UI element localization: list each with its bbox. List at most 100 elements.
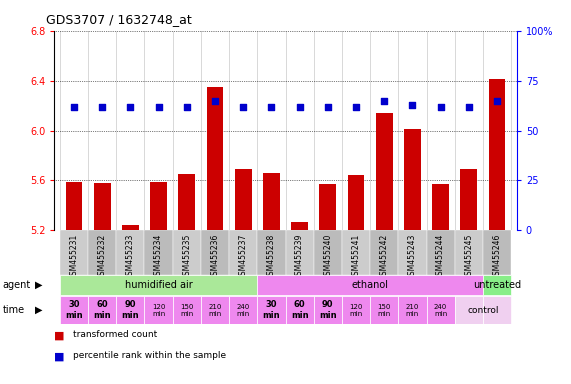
Text: 90
min: 90 min — [122, 300, 139, 320]
FancyBboxPatch shape — [116, 230, 144, 275]
FancyBboxPatch shape — [229, 296, 258, 324]
FancyBboxPatch shape — [229, 230, 258, 275]
Text: 120
min: 120 min — [152, 304, 165, 316]
Text: control: control — [467, 306, 498, 314]
Bar — [94, 183, 111, 230]
Text: GSM455244: GSM455244 — [436, 234, 445, 280]
FancyBboxPatch shape — [399, 230, 427, 275]
FancyBboxPatch shape — [370, 296, 399, 324]
Text: humidified air: humidified air — [124, 280, 192, 290]
Point — [380, 98, 389, 104]
Text: untreated: untreated — [473, 280, 521, 290]
Text: GSM455236: GSM455236 — [211, 234, 219, 280]
FancyBboxPatch shape — [60, 275, 258, 295]
Point — [70, 104, 79, 110]
FancyBboxPatch shape — [88, 230, 116, 275]
Point — [182, 104, 191, 110]
Point — [408, 101, 417, 108]
FancyBboxPatch shape — [313, 296, 342, 324]
Point — [98, 104, 107, 110]
Bar — [122, 225, 139, 230]
Text: 60
min: 60 min — [291, 300, 308, 320]
Text: GSM455233: GSM455233 — [126, 234, 135, 280]
FancyBboxPatch shape — [60, 230, 88, 275]
FancyBboxPatch shape — [201, 296, 229, 324]
Bar — [235, 169, 252, 230]
FancyBboxPatch shape — [286, 296, 313, 324]
Text: GSM455235: GSM455235 — [182, 234, 191, 280]
Text: 90
min: 90 min — [319, 300, 337, 320]
Bar — [319, 184, 336, 230]
Text: transformed count: transformed count — [73, 330, 157, 339]
Text: 210
min: 210 min — [406, 304, 419, 316]
FancyBboxPatch shape — [370, 230, 399, 275]
Text: GSM455239: GSM455239 — [295, 234, 304, 280]
Text: 240
min: 240 min — [434, 304, 447, 316]
Text: GSM455237: GSM455237 — [239, 234, 248, 280]
Bar — [66, 182, 82, 230]
Text: percentile rank within the sample: percentile rank within the sample — [73, 351, 226, 360]
Bar — [150, 182, 167, 230]
Text: ■: ■ — [54, 351, 65, 361]
FancyBboxPatch shape — [172, 230, 201, 275]
FancyBboxPatch shape — [483, 296, 511, 324]
FancyBboxPatch shape — [483, 230, 511, 275]
FancyBboxPatch shape — [483, 275, 511, 295]
Bar — [376, 113, 393, 230]
Text: agent: agent — [3, 280, 31, 290]
Text: time: time — [3, 305, 25, 315]
Text: GDS3707 / 1632748_at: GDS3707 / 1632748_at — [46, 13, 191, 26]
Text: 30
min: 30 min — [65, 300, 83, 320]
Text: GSM455245: GSM455245 — [464, 234, 473, 280]
Text: GSM455243: GSM455243 — [408, 234, 417, 280]
Text: ■: ■ — [54, 330, 65, 340]
Bar — [432, 184, 449, 230]
Point — [351, 104, 360, 110]
Bar — [263, 173, 280, 230]
FancyBboxPatch shape — [313, 230, 342, 275]
FancyBboxPatch shape — [201, 230, 229, 275]
Text: 30
min: 30 min — [263, 300, 280, 320]
FancyBboxPatch shape — [399, 296, 427, 324]
FancyBboxPatch shape — [258, 296, 286, 324]
FancyBboxPatch shape — [342, 230, 370, 275]
Text: 120
min: 120 min — [349, 304, 363, 316]
FancyBboxPatch shape — [258, 230, 286, 275]
Text: ▶: ▶ — [35, 280, 43, 290]
FancyBboxPatch shape — [286, 230, 313, 275]
Text: GSM455246: GSM455246 — [493, 234, 501, 280]
Text: GSM455234: GSM455234 — [154, 234, 163, 280]
FancyBboxPatch shape — [60, 296, 88, 324]
Text: 150
min: 150 min — [180, 304, 194, 316]
FancyBboxPatch shape — [116, 296, 144, 324]
Text: GSM455242: GSM455242 — [380, 234, 389, 280]
Point — [239, 104, 248, 110]
FancyBboxPatch shape — [144, 296, 172, 324]
Bar — [489, 79, 505, 230]
FancyBboxPatch shape — [144, 230, 172, 275]
Point — [436, 104, 445, 110]
Point — [267, 104, 276, 110]
Text: GSM455241: GSM455241 — [352, 234, 360, 280]
Text: GSM455238: GSM455238 — [267, 234, 276, 280]
FancyBboxPatch shape — [455, 230, 483, 275]
Text: ▶: ▶ — [35, 305, 43, 315]
Point — [211, 98, 220, 104]
Point — [154, 104, 163, 110]
FancyBboxPatch shape — [427, 296, 455, 324]
Bar — [178, 174, 195, 230]
Text: 210
min: 210 min — [208, 304, 222, 316]
Point — [295, 104, 304, 110]
Bar — [207, 87, 223, 230]
FancyBboxPatch shape — [455, 296, 483, 324]
Text: GSM455240: GSM455240 — [323, 234, 332, 280]
Text: GSM455232: GSM455232 — [98, 234, 107, 280]
Bar — [291, 222, 308, 230]
Point — [323, 104, 332, 110]
FancyBboxPatch shape — [88, 296, 116, 324]
Text: GSM455231: GSM455231 — [70, 234, 78, 280]
Text: 240
min: 240 min — [236, 304, 250, 316]
Point — [126, 104, 135, 110]
Text: 150
min: 150 min — [377, 304, 391, 316]
Text: ethanol: ethanol — [352, 280, 389, 290]
